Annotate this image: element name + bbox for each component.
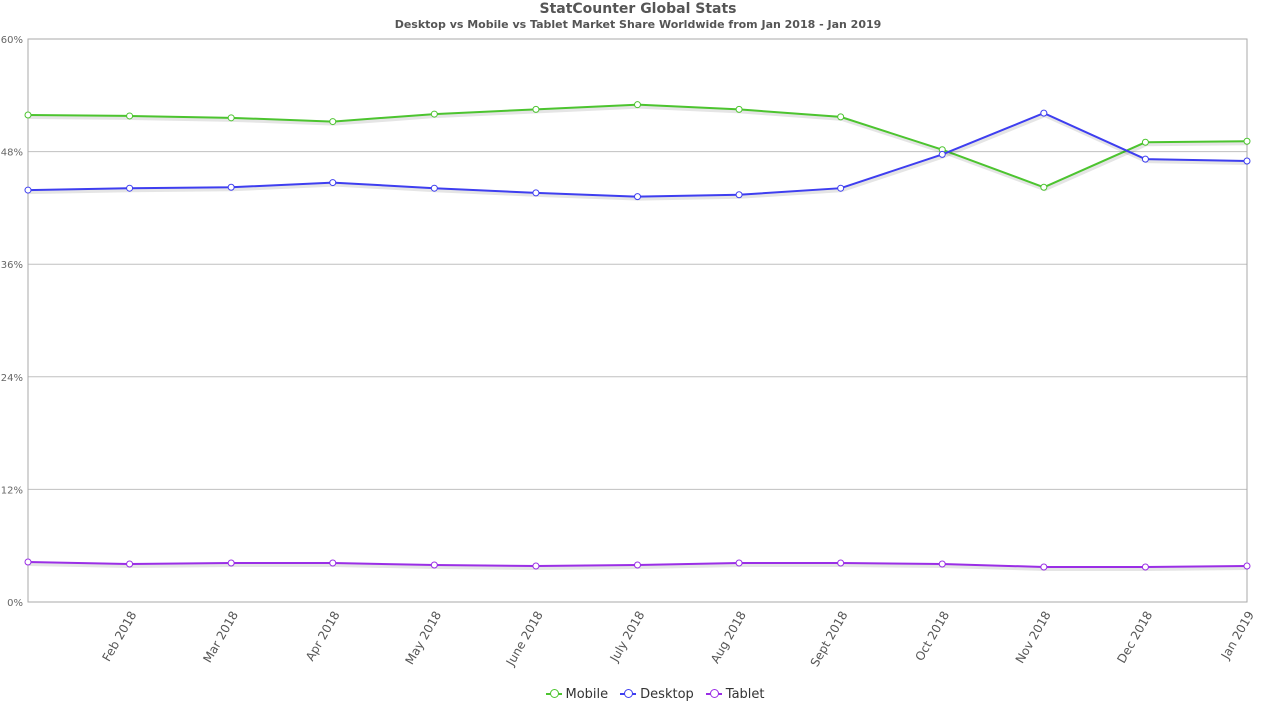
x-tick-label: Apr 2018 [303,609,343,664]
desktop-point [735,191,743,199]
y-tick-label: 60% [1,35,23,46]
legend: Mobile Desktop Tablet [0,684,1280,702]
mobile-point [1141,138,1149,146]
y-tick-label: 0% [7,598,23,609]
desktop-point [24,186,32,194]
x-tick-label: Dec 2018 [1114,609,1155,666]
tablet-point [532,562,540,570]
mobile-point [532,105,540,113]
desktop-point [938,150,946,158]
tablet-point [227,559,235,567]
legend-marker-icon [705,689,722,698]
desktop-point [1040,109,1048,117]
x-tick-label: Aug 2018 [708,609,749,666]
desktop-point [126,184,134,192]
tablet-point [329,559,337,567]
tablet-point [735,559,743,567]
mobile-point [329,118,337,126]
mobile-line [27,103,1248,189]
desktop-point [227,183,235,191]
tablet-point [24,558,32,566]
desktop-point [837,184,845,192]
tablet-point [126,560,134,568]
x-tick-label: Jan 2019 [1218,609,1257,663]
x-tick-label: June 2018 [503,609,546,669]
tablet-point [430,561,438,569]
desktop-point [1141,155,1149,163]
legend-label: Mobile [565,686,609,702]
tablet-point [634,561,641,569]
mobile-point [735,105,743,113]
x-tick-label: May 2018 [402,609,444,667]
chart-title: StatCounter Global Stats [539,1,737,17]
tablet-point [1141,563,1149,571]
desktop-point [430,184,438,192]
desktop-point [329,179,337,187]
y-tick-label: 36% [1,260,23,271]
mobile-point [1243,137,1251,145]
tablet-point [1040,563,1048,571]
mobile-point [24,111,32,119]
y-tick-label: 48% [1,148,23,159]
x-tick-label: Nov 2018 [1013,609,1054,666]
x-tick-label: July 2018 [607,609,648,665]
legend-item-mobile[interactable]: Mobile [545,686,609,702]
tablet-point [938,560,946,568]
desktop-point [532,189,540,197]
y-tick-label: 24% [1,373,23,384]
tablet-point [1243,562,1251,570]
mobile-point [430,110,438,118]
mobile-point [227,114,235,122]
legend-item-tablet[interactable]: Tablet [705,686,765,702]
plot-border [27,38,1248,603]
mobile-point [1040,183,1048,191]
legend-item-desktop[interactable]: Desktop [620,687,694,702]
legend-label: Desktop [640,686,694,702]
x-tick-label: Sept 2018 [808,609,851,669]
mobile-point [837,113,845,121]
desktop-point [1243,157,1251,165]
legend-marker-icon [620,689,637,698]
legend-marker-icon [545,689,562,698]
mobile-point [126,112,134,120]
chart-subtitle: Desktop vs Mobile vs Tablet Market Share… [394,18,882,31]
x-tick-label: Oct 2018 [912,609,952,664]
x-tick-label: Feb 2018 [100,609,140,664]
x-tick-label: Mar 2018 [200,609,241,665]
desktop-shadow [28,112,1249,201]
tablet-point [837,559,845,567]
legend-label: Tablet [725,686,765,702]
mobile-point [634,101,641,109]
desktop-point [634,193,641,201]
y-tick-label: 12% [1,485,23,496]
